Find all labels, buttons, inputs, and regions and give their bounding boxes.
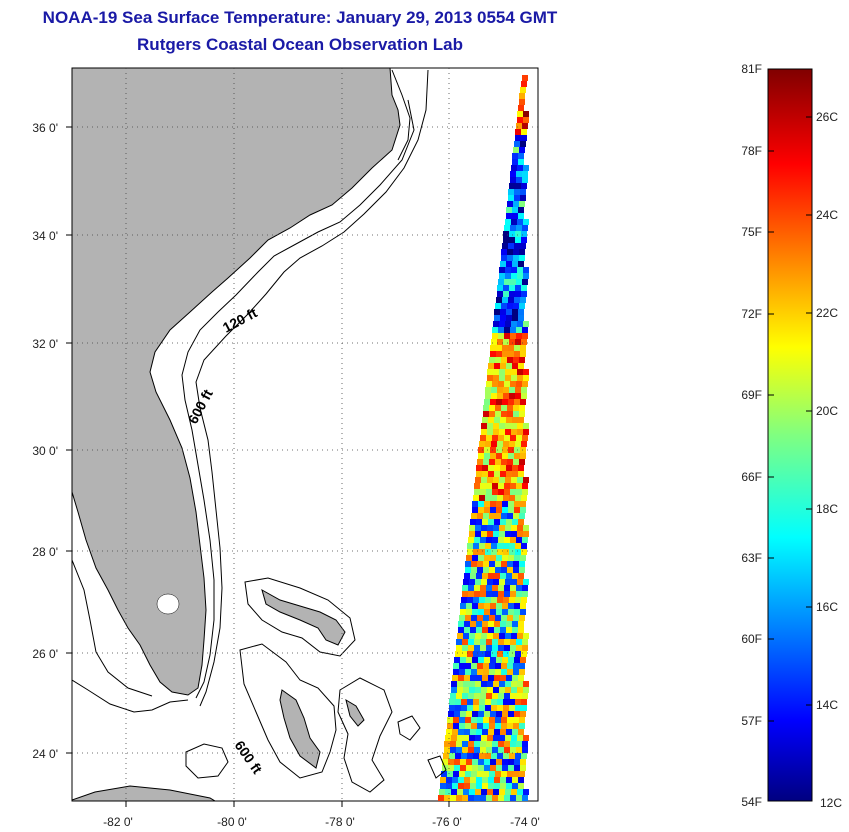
- contour-bahamas-bank: [244, 577, 356, 657]
- colorbar-f-label: 63F: [741, 551, 762, 565]
- map-subtitle: Rutgers Coastal Ocean Observation Lab: [137, 35, 463, 54]
- lon-label: -74 0': [510, 815, 540, 829]
- contour-keys: [72, 679, 189, 713]
- lat-label: 28 0': [32, 545, 58, 559]
- colorbar-f-label: 54F: [741, 795, 762, 809]
- tick-marks: [66, 126, 450, 807]
- contour-120ft: [181, 99, 415, 699]
- contour-great-bahama-bank: [239, 643, 337, 779]
- colorbar-f-label: 81F: [741, 62, 762, 76]
- lat-label: 30 0': [32, 444, 58, 458]
- lon-label: -82 0': [103, 815, 133, 829]
- colorbar-c-label: 14C: [816, 698, 838, 712]
- colorbar-f-label: 78F: [741, 144, 762, 158]
- colorbar-c-label: 22C: [816, 306, 838, 320]
- colorbar-ticks: [768, 68, 812, 802]
- land-bahamas-abaco: [261, 588, 346, 646]
- lat-label: 24 0': [32, 747, 58, 761]
- contour-east-island-2: [427, 755, 447, 779]
- colorbar-f-label: 72F: [741, 307, 762, 321]
- colorbar-c-label: 20C: [816, 404, 838, 418]
- contour-gulf-shelf: [72, 559, 153, 697]
- land-cuba: [72, 785, 216, 801]
- lat-label: 34 0': [32, 229, 58, 243]
- sst-swath: [438, 75, 529, 801]
- colorbar-f-label: 69F: [741, 388, 762, 402]
- colorbar-f-label: 66F: [741, 470, 762, 484]
- outer-banks: [391, 69, 411, 161]
- graticule: [72, 68, 538, 801]
- land-bahamas-andros: [279, 689, 321, 769]
- lat-label: 36 0': [32, 121, 58, 135]
- colorbar-c-label: 26C: [816, 110, 838, 124]
- colorbar-c-label: 24C: [816, 208, 838, 222]
- colorbar-f-label: 57F: [741, 714, 762, 728]
- colorbar-f-label: 60F: [741, 632, 762, 646]
- lon-label: -78 0': [325, 815, 355, 829]
- colorbar-c-label: 18C: [816, 502, 838, 516]
- map-title: NOAA-19 Sea Surface Temperature: January…: [42, 8, 558, 27]
- lat-label: 26 0': [32, 647, 58, 661]
- land-bahamas-small: [345, 698, 365, 727]
- land-us-southeast: [72, 68, 401, 696]
- contour-south-bank: [337, 677, 393, 793]
- lon-label: -76 0': [432, 815, 462, 829]
- contour-600ft: [195, 69, 429, 707]
- colorbar-f-label: 75F: [741, 225, 762, 239]
- contour-cay-sal: [185, 743, 229, 779]
- colorbar: [767, 68, 813, 802]
- contour-east-island: [397, 715, 421, 741]
- colorbar-c-label: 16C: [816, 600, 838, 614]
- lon-label: -80 0': [217, 815, 247, 829]
- colorbar-c-label: 12C: [820, 796, 842, 810]
- lat-label: 32 0': [32, 337, 58, 351]
